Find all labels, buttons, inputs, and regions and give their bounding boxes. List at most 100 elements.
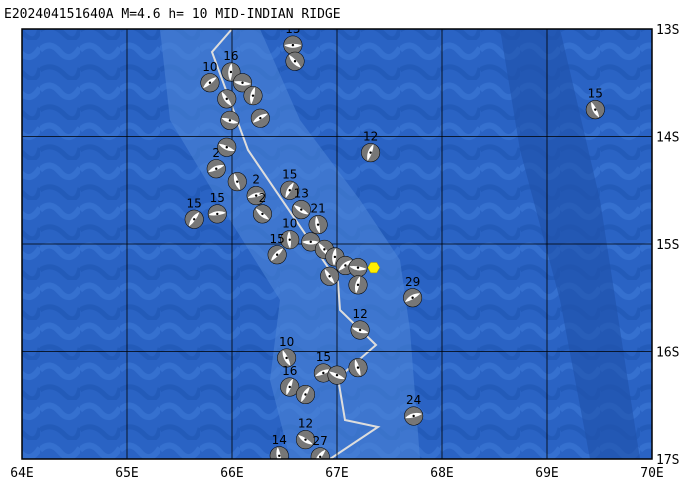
beachball-dot xyxy=(333,255,337,259)
beachball-dot xyxy=(344,264,347,267)
beachball-lobe xyxy=(301,232,320,243)
depth-label: 15 xyxy=(210,191,225,205)
beachball-lobe xyxy=(336,256,353,272)
beachball-lobe xyxy=(293,200,311,215)
beachball-dot xyxy=(358,328,362,332)
beachball-lobe xyxy=(349,258,367,270)
beachball-dot xyxy=(319,455,322,459)
beachball-dot xyxy=(411,296,414,299)
focal-mechanism xyxy=(320,266,340,286)
beachball-lobe xyxy=(349,359,361,377)
x-tick-label: 69E xyxy=(535,466,558,481)
focal-mechanism xyxy=(206,159,226,179)
beachball-lobe xyxy=(217,143,235,157)
beachball-lobe xyxy=(403,288,421,303)
beachball-dot xyxy=(356,266,360,269)
beachball-lobe xyxy=(277,349,291,367)
beachball-lobe xyxy=(234,172,247,191)
beachball-lobe xyxy=(270,248,287,264)
beachball-dot xyxy=(225,97,228,101)
beachball-lobe xyxy=(286,54,302,71)
beachball-dot xyxy=(193,218,196,221)
beachball-lobe xyxy=(233,73,252,85)
beachball-dot xyxy=(251,94,255,97)
beachball-lobe xyxy=(255,204,272,220)
focal-mechanism xyxy=(404,406,424,426)
beachball-lobe xyxy=(280,377,293,396)
beachball-lobe xyxy=(328,371,346,385)
focal-mechanism xyxy=(296,430,315,450)
beachball-lobe xyxy=(311,447,326,459)
beachball-lobe xyxy=(208,204,227,215)
y-tick-label: 17S xyxy=(656,453,679,468)
beachball-lobe xyxy=(207,165,226,178)
focal-mechanism xyxy=(280,180,300,200)
map-frame xyxy=(21,28,653,460)
focal-mechanism xyxy=(283,35,303,55)
beachball-lobe xyxy=(285,182,299,200)
y-tick-label: 14S xyxy=(656,131,679,146)
beachball-lobe xyxy=(288,52,305,68)
beachball-dot xyxy=(316,223,320,226)
y-tick-label: 13S xyxy=(656,23,679,38)
beachball-lobe xyxy=(296,385,310,403)
depth-label: 16 xyxy=(282,364,297,378)
beachball-dot xyxy=(216,212,219,216)
beachball-lobe xyxy=(316,215,328,234)
beachball-lobe xyxy=(351,327,369,339)
beachball-lobe xyxy=(591,100,605,118)
beachball-lobe xyxy=(253,208,270,223)
beachball-dot xyxy=(323,248,326,251)
depth-label: 2 xyxy=(212,146,220,160)
beachball-lobe xyxy=(292,204,309,219)
beachball-lobe xyxy=(296,434,314,449)
beachball-dot xyxy=(369,151,372,154)
map-title: E202404151640A M=4.6 h= 10 MID-INDIAN RI… xyxy=(4,7,341,22)
x-tick-label: 64E xyxy=(10,466,33,481)
beachball-lobe xyxy=(328,366,346,379)
focal-mechanism xyxy=(327,365,347,385)
beachball-dot xyxy=(236,180,239,183)
depth-label: 15 xyxy=(270,232,285,246)
beachball-lobe xyxy=(252,113,270,128)
focal-mechanism xyxy=(184,209,204,229)
beachball-lobe xyxy=(270,446,278,459)
y-tick-label: 15S xyxy=(656,238,679,253)
beachball-dot xyxy=(225,146,228,149)
depth-label: 2 xyxy=(259,191,267,205)
focal-mechanism xyxy=(308,215,328,235)
focal-mechanism xyxy=(246,186,266,206)
focal-mechanism xyxy=(350,320,370,340)
beachball-lobe xyxy=(251,86,262,105)
depth-label: 15 xyxy=(187,196,202,210)
depth-label: 24 xyxy=(406,393,421,407)
depth-label: 27 xyxy=(313,434,328,448)
beachball-dot xyxy=(288,385,291,389)
beachball-dot xyxy=(309,240,312,244)
x-tick-label: 67E xyxy=(325,466,348,481)
focal-mechanism xyxy=(267,245,287,265)
depth-label: 13 xyxy=(294,187,309,201)
beachball-lobe xyxy=(280,230,291,249)
depth-label: 15 xyxy=(285,22,300,36)
beachball-dot xyxy=(293,60,297,63)
beachball-lobe xyxy=(244,86,255,105)
beachball-dot xyxy=(259,117,262,120)
focal-mechanism xyxy=(200,73,220,93)
focal-mechanism xyxy=(220,110,240,130)
depth-label: 29 xyxy=(405,275,420,289)
depth-label: 2 xyxy=(252,173,260,187)
focal-mechanism xyxy=(296,385,315,404)
beachball-dot xyxy=(241,81,244,84)
focal-mechanism xyxy=(403,288,423,308)
beachball-lobe xyxy=(320,268,335,286)
focal-mechanism xyxy=(243,86,263,106)
beachball-lobe xyxy=(207,159,225,173)
beachball-lobe xyxy=(277,446,289,459)
focal-mechanism xyxy=(277,348,297,368)
beachball-lobe xyxy=(404,407,423,419)
beachball-dot xyxy=(335,373,339,377)
beachball-lobe xyxy=(221,111,239,123)
beachball-dot xyxy=(254,194,258,197)
